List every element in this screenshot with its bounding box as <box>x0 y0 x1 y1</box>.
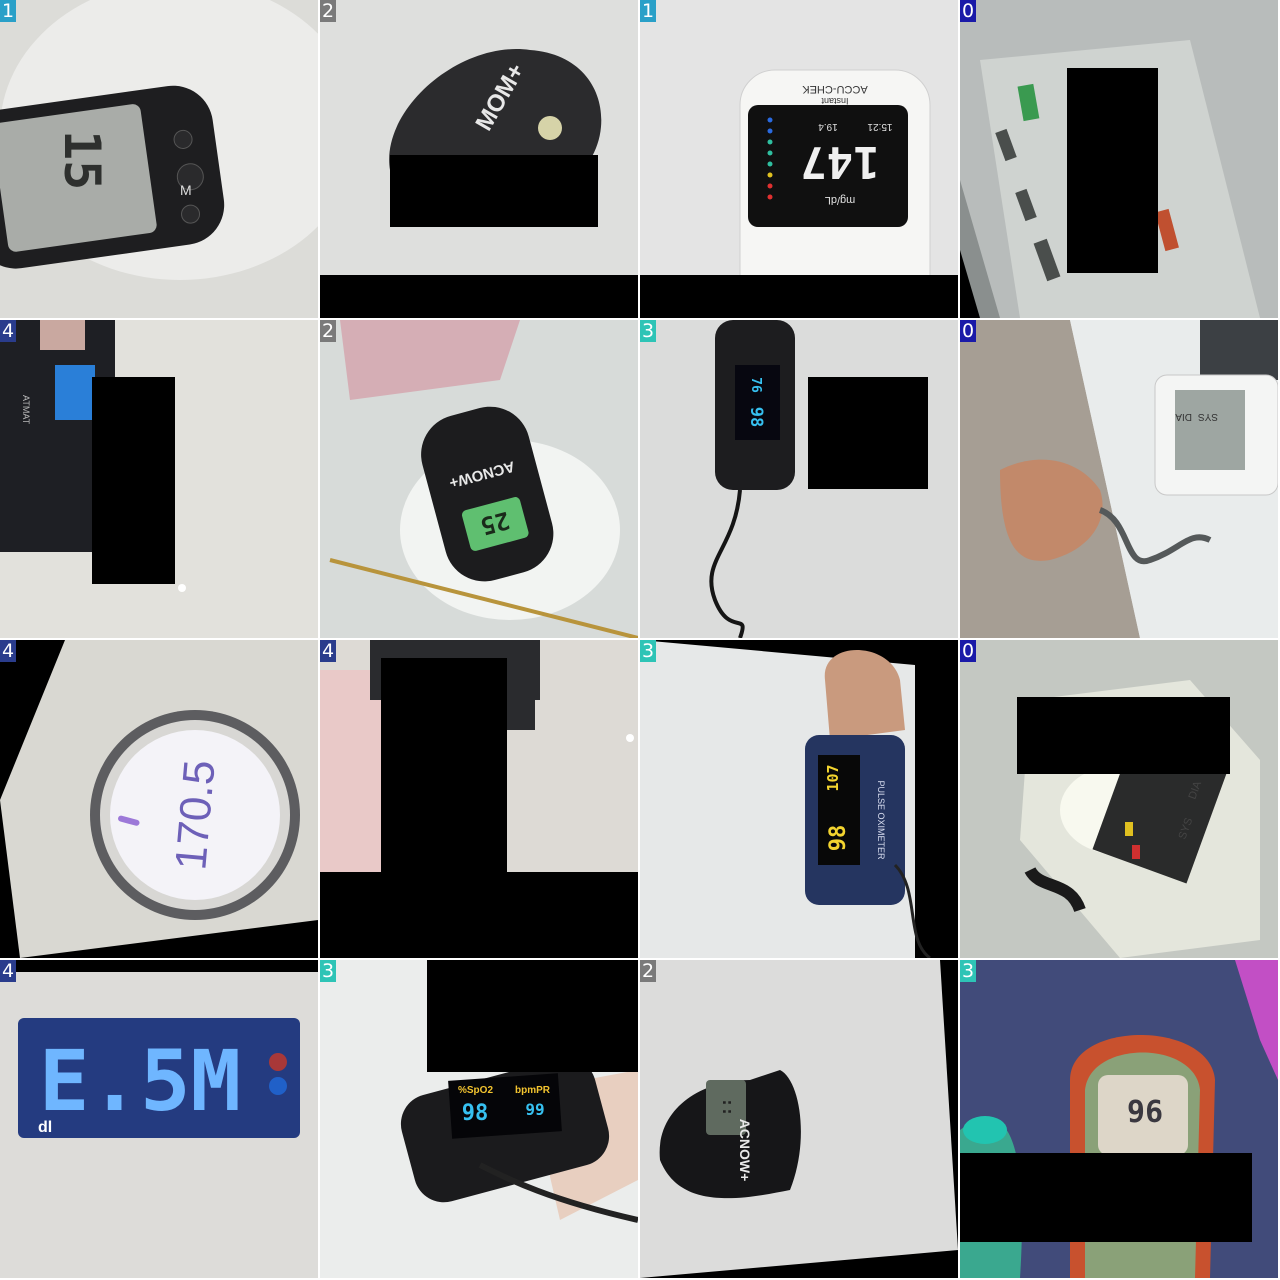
tile-pulse-oximeter-acnow-2: 2 :: ACNOW+ <box>640 960 958 1278</box>
tile-weighing-scale-round: 4 170.5 <box>0 640 318 958</box>
brand-text: ACCU-CHEK <box>802 83 868 95</box>
class-badge: 3 <box>320 960 337 982</box>
redaction-box <box>960 1153 1252 1242</box>
class-badge: 3 <box>960 960 977 982</box>
tile-pulse-oximeter-closeup: 3 96 <box>960 960 1278 1278</box>
tile-glucose-meter-accu-chek: 1 ACCU-CHEK Instant 147 mg/dL 15:21 19.4 <box>640 0 958 318</box>
spo2-label: %SpO2 <box>458 1085 493 1096</box>
unit-text: mg/dL <box>825 194 856 206</box>
glucose-reading: 147 <box>800 136 879 187</box>
class-badge: 3 <box>640 640 657 662</box>
spo2-reading: 98 <box>826 825 851 852</box>
weight-reading: 170.5 <box>166 758 224 872</box>
pulse-oximeter-photo: :: ACNOW+ <box>640 960 958 1278</box>
spo2-reading: 96 <box>1127 1092 1163 1127</box>
meter-button-label: M <box>180 182 192 198</box>
meter-reading: 15 <box>53 130 111 190</box>
bp-monitor-photo: SYS DIA <box>1017 680 1260 958</box>
class-badge: 4 <box>0 960 17 982</box>
pulse-oximeter-photo: 96 <box>960 960 1278 1278</box>
sys-label: SYS <box>1198 411 1218 422</box>
model-text: Instant <box>821 96 849 106</box>
redaction-box <box>808 377 928 489</box>
class-badge: 1 <box>0 0 17 22</box>
padding-band <box>640 275 958 318</box>
scale-reading: E.5M <box>39 1032 241 1130</box>
pulse-oximeter-photo: %SpO2 bpmPR 98 99 <box>400 960 638 1223</box>
bp-monitor-photo: SYS DIA <box>960 320 1278 638</box>
class-badge: 2 <box>320 320 337 342</box>
redaction-box <box>1067 68 1158 273</box>
tile-weighing-scale-1: 4 ATMAT <box>0 320 318 638</box>
spo2-reading: 98 <box>746 407 766 427</box>
dia-label: DIA <box>1175 411 1192 422</box>
redaction-box <box>1017 697 1230 774</box>
class-badge: 4 <box>0 640 17 662</box>
accu-chek-photo: ACCU-CHEK Instant 147 mg/dL 15:21 19.4 <box>640 69 958 318</box>
class-badge: 2 <box>640 960 657 982</box>
scale-photo: E.5M dl <box>0 972 318 1278</box>
unit-text: dl <box>38 1119 52 1136</box>
pulse-oximeter-photo: 76 98 <box>709 320 928 638</box>
redaction-box <box>381 658 507 872</box>
status-dots <box>767 117 773 200</box>
redaction-box <box>390 155 598 227</box>
tile-bp-monitor-closeup: 0 <box>960 0 1278 318</box>
glucose-meter-photo: 15 M <box>0 0 318 280</box>
time-text: 15:21 <box>867 121 892 132</box>
tile-glucose-meter-1: 1 15 M <box>0 0 318 318</box>
pr-label: bpmPR <box>515 1085 551 1096</box>
tile-pulse-oximeter-blue-display: 3 %SpO2 bpmPR 98 99 <box>320 960 638 1278</box>
pulse-oximeter-photo: 107 98 PULSE OXIMETER <box>640 640 931 958</box>
pulse-oximeter-photo: 25 ACNOW+ <box>320 320 638 638</box>
class-badge: 1 <box>640 0 657 22</box>
pr-reading: 76 <box>748 377 763 393</box>
tile-weighing-scale-floor: 4 <box>320 640 638 958</box>
pr-reading: 99 <box>525 1100 544 1119</box>
scale-photo: ATMAT <box>0 320 186 592</box>
redaction-box <box>92 377 175 584</box>
class-badge: 3 <box>640 320 657 342</box>
date-text: 19.4 <box>818 121 838 132</box>
tile-weighing-scale-blue: 4 E.5M dl <box>0 960 318 1278</box>
class-badge: 0 <box>960 640 977 662</box>
spo2-reading: 98 <box>462 1101 489 1126</box>
scale-photo <box>320 640 638 872</box>
class-badge: 4 <box>0 320 17 342</box>
tile-bp-monitor-arm: 0 SYS DIA <box>960 320 1278 638</box>
tile-bp-monitor-flash: 0 SYS DIA <box>960 640 1278 958</box>
pulse-oximeter-photo: MOM+ <box>320 49 638 318</box>
pr-reading: 107 <box>824 764 842 791</box>
class-badge: 4 <box>320 640 337 662</box>
class-badge: 2 <box>320 0 337 22</box>
redaction-box <box>427 960 638 1072</box>
tile-pulse-oximeter-2: 2 MOM+ <box>320 0 638 318</box>
brand-text: ACNOW+ <box>737 1119 753 1182</box>
brand-text: ATMAT <box>21 395 31 425</box>
scale-photo: 170.5 <box>0 640 318 958</box>
svg-text:::: :: <box>719 1098 737 1116</box>
device-label: PULSE OXIMETER <box>876 780 886 860</box>
class-badge: 0 <box>960 0 977 22</box>
tile-pulse-oximeter-cable: 3 76 98 <box>640 320 958 638</box>
class-badge: 0 <box>960 320 977 342</box>
bp-monitor-photo <box>960 0 1278 318</box>
padding-band <box>320 275 638 318</box>
tile-pulse-oximeter-finger: 3 107 98 PULSE OXIMETER <box>640 640 958 958</box>
tile-pulse-oximeter-acnow-1: 2 25 ACNOW+ <box>320 320 638 638</box>
